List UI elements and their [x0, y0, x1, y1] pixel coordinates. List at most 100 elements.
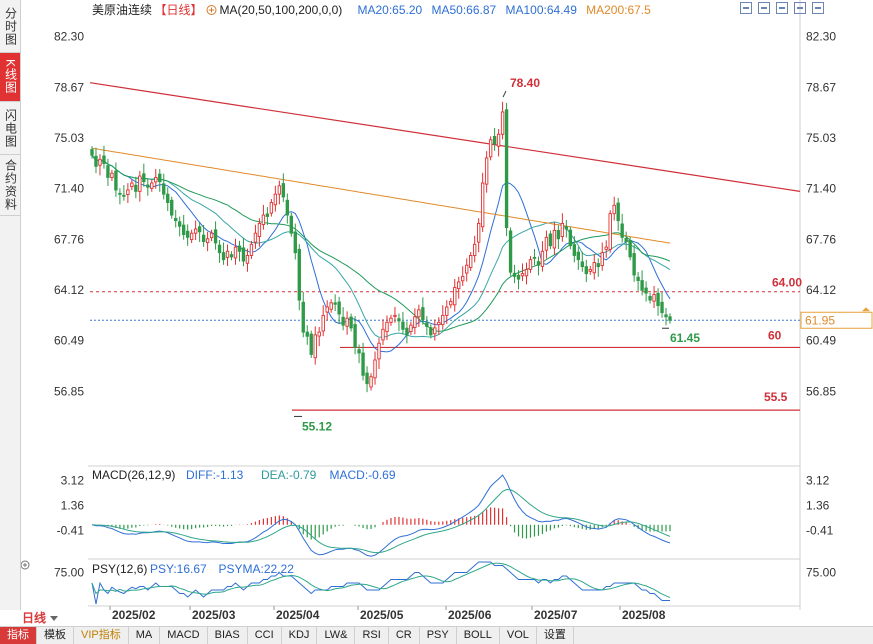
- tab-bias[interactable]: BIAS: [208, 627, 248, 644]
- tab-cr[interactable]: CR: [389, 627, 420, 644]
- tab-ma[interactable]: MA: [129, 627, 161, 644]
- candle-body: [94, 155, 98, 167]
- candle-body: [197, 226, 202, 233]
- candle-body: [305, 331, 309, 337]
- candle-body: [469, 255, 473, 268]
- candle-body: [612, 204, 616, 215]
- candle-body: [297, 248, 301, 301]
- current-price-tag: [800, 311, 873, 329]
- prev-icon[interactable]: [794, 2, 806, 14]
- tab-vol[interactable]: VOL: [500, 627, 537, 644]
- candle-body: [496, 133, 501, 147]
- macd-title: MACD(26,12,9): [92, 468, 175, 482]
- tab-contract[interactable]: 合约资料: [0, 155, 20, 216]
- tab-lw[interactable]: LW&: [317, 627, 356, 644]
- tab-psy[interactable]: PSY: [420, 627, 457, 644]
- candle-body: [616, 202, 620, 222]
- candle-body: [237, 245, 242, 252]
- current-price-label: 61.95: [805, 313, 835, 327]
- level-55-label: 55.5: [764, 390, 788, 404]
- ma-params: MA(20,50,100,200,0,0): [220, 3, 343, 17]
- fit-icon[interactable]: [776, 2, 788, 14]
- y-tick-left: 78.67: [54, 80, 84, 94]
- timeframe-selector[interactable]: 日线: [22, 610, 59, 626]
- candle-body: [624, 238, 628, 242]
- tab-kline[interactable]: K线图: [0, 53, 20, 102]
- tab-template[interactable]: 模板: [37, 627, 74, 644]
- candle-body: [225, 250, 230, 258]
- candle-body: [572, 244, 577, 256]
- tab-flash[interactable]: 闪电图: [0, 102, 20, 155]
- candle-body: [405, 327, 409, 336]
- tab-rsi[interactable]: RSI: [355, 627, 389, 644]
- zoom-out-icon[interactable]: [758, 2, 770, 14]
- candle-body: [417, 309, 421, 318]
- candle-body: [536, 261, 541, 266]
- chart-type-sidebar: 分时图 K线图 闪电图 合约资料: [0, 0, 21, 610]
- tab-macd[interactable]: MACD: [160, 627, 208, 644]
- x-tick-label: 2025/08: [622, 608, 666, 622]
- y-tick-right: 56.85: [806, 384, 836, 398]
- candle-body: [357, 349, 361, 354]
- candle-body: [217, 244, 222, 254]
- macd-tick-right: 3.12: [806, 473, 830, 487]
- ma-value: MA200:67.5: [586, 3, 651, 17]
- tab-boll[interactable]: BOLL: [457, 627, 500, 644]
- candle-body: [313, 334, 317, 359]
- candle-body: [548, 233, 553, 247]
- candle-body: [249, 243, 254, 256]
- tab-vip-indicators[interactable]: VIP指标: [74, 627, 129, 644]
- candle-body: [337, 301, 341, 315]
- y-tick-left: 82.30: [54, 30, 84, 44]
- candle-body: [484, 157, 489, 185]
- candle-body: [154, 176, 158, 183]
- candle-body: [421, 307, 425, 321]
- zoom-in-icon[interactable]: [740, 2, 752, 14]
- candle-body: [189, 232, 194, 241]
- candle-body: [389, 317, 393, 323]
- y-tick-right: 71.40: [806, 182, 836, 196]
- candle-body: [289, 215, 293, 234]
- candle-body: [437, 321, 441, 326]
- ma20-line: [91, 154, 671, 353]
- tab-intraday[interactable]: 分时图: [0, 0, 20, 53]
- candle-body: [221, 252, 226, 261]
- candle-body: [373, 359, 377, 379]
- y-tick-right: 82.30: [806, 30, 836, 44]
- ma-value: MA20:65.20: [358, 3, 423, 17]
- candle-body: [353, 324, 357, 348]
- y-tick-right: 78.67: [806, 80, 836, 94]
- tab-cci[interactable]: CCI: [248, 627, 282, 644]
- candle-body: [98, 158, 102, 166]
- candle-body: [106, 165, 110, 178]
- y-tick-right: 64.12: [806, 283, 836, 297]
- candle-body: [150, 182, 154, 189]
- candle-body: [209, 232, 214, 239]
- candle-body: [449, 301, 453, 306]
- next-icon[interactable]: [812, 2, 824, 14]
- candle-body: [130, 182, 134, 188]
- tab-settings[interactable]: 设置: [537, 627, 574, 644]
- chevron-down-icon: [50, 616, 59, 622]
- settings-icon: [20, 560, 30, 570]
- candle-body: [102, 155, 106, 164]
- tab-indicators[interactable]: 指标: [0, 627, 37, 644]
- candle-body: [472, 243, 477, 256]
- candle-body: [317, 331, 321, 337]
- candle-body: [584, 266, 588, 275]
- candle-body: [333, 302, 337, 305]
- candle-body: [181, 224, 186, 236]
- candle-body: [122, 194, 126, 197]
- macd-legend: DIFF:-1.13: [186, 468, 244, 482]
- candle-body: [540, 250, 545, 267]
- level-64-label: 64.00: [772, 276, 802, 290]
- candle-body: [457, 281, 461, 290]
- candle-body: [158, 173, 162, 183]
- candle-body: [273, 193, 278, 206]
- candle-body: [261, 214, 266, 225]
- tab-kdj[interactable]: KDJ: [282, 627, 318, 644]
- candle-body: [257, 222, 262, 237]
- candle-body: [664, 314, 668, 318]
- candle-body: [445, 306, 449, 316]
